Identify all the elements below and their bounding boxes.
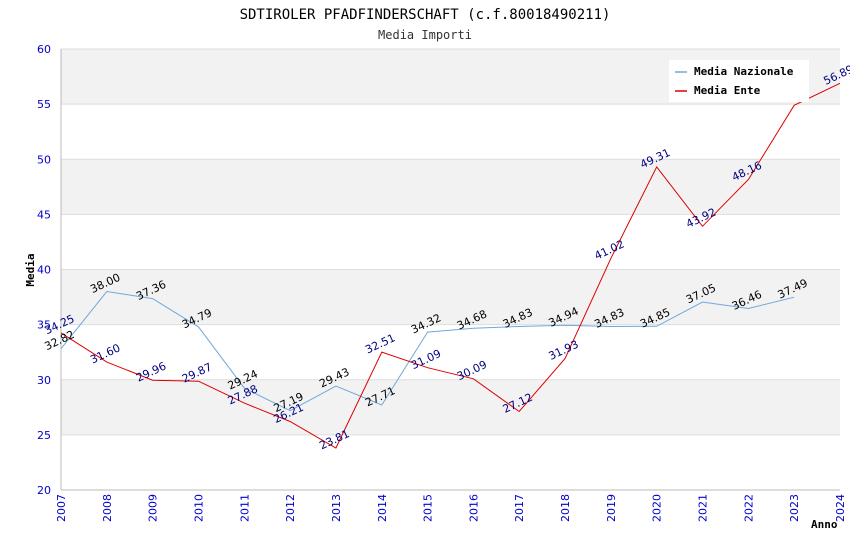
x-tick-label: 2020 <box>651 494 664 522</box>
x-tick-labels: 2007 2008 2009 2010 2011 2012 2013 2014 2015 2016… <box>55 494 847 522</box>
y-tick-label: 35 <box>37 319 51 332</box>
x-tick-label: 2012 <box>284 494 297 522</box>
legend-label-nazionale: Media Nazionale <box>694 65 794 78</box>
y-tick-label: 40 <box>37 264 51 277</box>
x-tick-label: 2009 <box>147 494 160 522</box>
x-tick-label: 2023 <box>788 494 801 522</box>
y-tick-label: 25 <box>37 429 51 442</box>
legend-label-ente: Media Ente <box>694 84 761 97</box>
y-tick-label: 20 <box>37 484 51 497</box>
y-tick-labels: 20 25 30 35 40 45 50 55 60 <box>37 43 51 497</box>
y-tick-label: 50 <box>37 153 51 166</box>
x-tick-label: 2019 <box>605 494 618 522</box>
x-tick-label: 2011 <box>238 494 251 522</box>
y-tick-label: 45 <box>37 208 51 221</box>
plot-band <box>61 269 840 325</box>
plot-band <box>61 324 840 380</box>
x-tick-label: 2021 <box>697 494 710 522</box>
legend: Media Nazionale Media Ente <box>669 60 809 102</box>
x-tick-label: 2008 <box>101 494 114 522</box>
x-tick-label: 2017 <box>513 494 526 522</box>
legend-box <box>669 60 809 102</box>
plot-band <box>61 379 840 435</box>
plot-band <box>61 214 840 270</box>
series-lines <box>60 82 841 449</box>
y-tick-label: 30 <box>37 374 51 387</box>
series-line-ente <box>60 82 841 449</box>
x-tick-label: 2013 <box>330 494 343 522</box>
series-line-nazionale <box>60 290 795 412</box>
x-tick-label: 2018 <box>559 494 572 522</box>
y-axis-label: Media <box>24 253 37 286</box>
x-tick-label: 2007 <box>55 494 68 522</box>
x-tick-label: 2022 <box>742 494 755 522</box>
x-tick-label: 2024 <box>834 494 847 522</box>
chart-subtitle: Media Importi <box>378 28 472 42</box>
x-tick-label: 2015 <box>422 494 435 522</box>
axes <box>60 49 840 491</box>
x-axis-label: Anno <box>811 518 838 531</box>
x-tick-label: 2010 <box>192 494 205 522</box>
y-tick-label: 55 <box>37 98 51 111</box>
chart-title: SDTIROLER PFADFINDERSCHAFT (c.f.80018490… <box>240 7 611 23</box>
x-tick-label: 2014 <box>376 494 389 522</box>
plot-band <box>61 104 840 160</box>
plot-band <box>61 159 840 215</box>
plot-bands <box>61 49 840 490</box>
plot-band <box>61 434 840 490</box>
x-tick-label: 2016 <box>467 494 480 522</box>
y-tick-label: 60 <box>37 43 51 56</box>
